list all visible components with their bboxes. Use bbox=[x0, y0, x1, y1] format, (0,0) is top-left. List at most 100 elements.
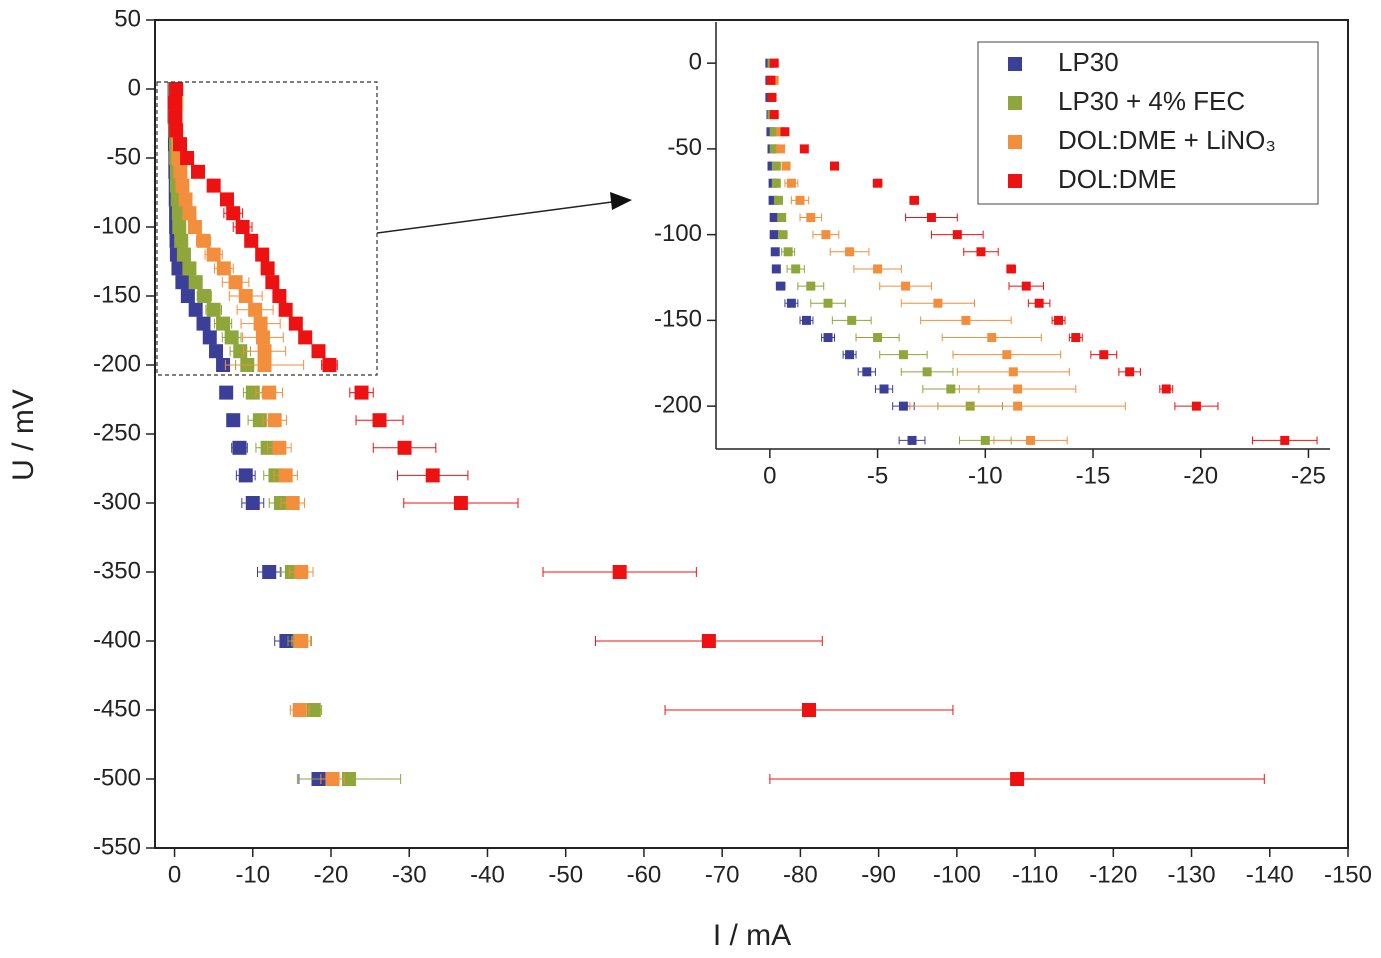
data-point bbox=[777, 212, 787, 222]
data-point bbox=[228, 275, 243, 290]
data-point bbox=[773, 195, 783, 205]
data-point bbox=[922, 367, 932, 377]
data-point bbox=[216, 261, 231, 276]
data-point bbox=[823, 298, 833, 308]
data-point bbox=[907, 435, 917, 445]
data-point bbox=[267, 413, 282, 428]
x-tick-label: 0 bbox=[168, 861, 181, 888]
y-tick-label: -150 bbox=[93, 281, 141, 308]
data-point bbox=[257, 358, 272, 372]
data-point bbox=[311, 344, 326, 359]
data-point bbox=[322, 358, 337, 372]
data-point bbox=[1013, 384, 1023, 394]
data-point bbox=[279, 634, 294, 648]
data-point bbox=[801, 315, 811, 325]
data-point bbox=[224, 330, 239, 345]
data-point bbox=[248, 302, 263, 317]
x-tick-label: -100 bbox=[933, 861, 981, 888]
data-point bbox=[175, 275, 190, 290]
data-point bbox=[926, 212, 936, 222]
y-tick-label: -150 bbox=[654, 306, 702, 333]
data-point bbox=[172, 220, 187, 234]
data-point bbox=[180, 151, 195, 165]
data-point bbox=[770, 247, 780, 257]
y-tick-label: -200 bbox=[93, 350, 141, 377]
data-point bbox=[873, 333, 883, 343]
data-point bbox=[952, 230, 962, 240]
data-point bbox=[171, 261, 186, 276]
data-point bbox=[769, 58, 779, 68]
data-point bbox=[768, 195, 778, 205]
data-point bbox=[786, 178, 796, 188]
data-point bbox=[206, 247, 221, 262]
data-point bbox=[278, 468, 293, 483]
data-point bbox=[873, 264, 883, 274]
data-point bbox=[288, 316, 303, 331]
data-point bbox=[255, 247, 270, 262]
data-point bbox=[766, 75, 776, 85]
y-tick-label: -100 bbox=[93, 212, 141, 239]
legend-box bbox=[977, 41, 1319, 205]
data-point bbox=[946, 384, 956, 394]
data-point bbox=[821, 230, 831, 240]
y-tick-label: -200 bbox=[654, 391, 702, 418]
data-point bbox=[701, 634, 716, 648]
x-tick-label: -5 bbox=[867, 462, 888, 489]
data-point bbox=[845, 247, 855, 257]
data-point bbox=[425, 468, 440, 483]
data-point bbox=[232, 440, 247, 455]
y-tick-label: 50 bbox=[114, 5, 141, 32]
data-point bbox=[806, 212, 816, 222]
x-tick-label: -110 bbox=[1012, 861, 1058, 888]
x-tick-label: -80 bbox=[783, 861, 818, 888]
legend-label: LP30 bbox=[1058, 47, 1119, 77]
data-point bbox=[776, 281, 786, 291]
data-point bbox=[987, 333, 997, 343]
data-point bbox=[801, 703, 816, 717]
data-point bbox=[806, 281, 816, 291]
data-point bbox=[182, 206, 197, 221]
data-point bbox=[294, 634, 309, 648]
data-point bbox=[298, 330, 313, 345]
data-point bbox=[1054, 315, 1064, 325]
data-point bbox=[354, 385, 369, 400]
data-point bbox=[1071, 333, 1081, 343]
data-point bbox=[196, 316, 211, 331]
legend-marker bbox=[1008, 135, 1022, 149]
data-point bbox=[171, 206, 186, 221]
data-point bbox=[847, 315, 857, 325]
data-point bbox=[219, 385, 234, 400]
data-point bbox=[238, 289, 253, 303]
data-point bbox=[767, 92, 777, 102]
data-point bbox=[780, 127, 790, 137]
x-tick-label: -90 bbox=[861, 861, 896, 888]
data-point bbox=[1008, 367, 1018, 377]
data-point bbox=[1026, 435, 1036, 445]
data-point bbox=[262, 565, 277, 579]
data-point bbox=[196, 233, 211, 248]
data-point bbox=[238, 468, 253, 483]
data-point bbox=[799, 144, 809, 154]
data-point bbox=[1002, 350, 1012, 360]
data-point bbox=[235, 220, 250, 234]
data-point bbox=[272, 289, 287, 303]
data-point bbox=[197, 289, 212, 303]
data-point bbox=[769, 127, 779, 137]
data-point bbox=[209, 344, 224, 359]
x-tick-label: -120 bbox=[1089, 861, 1137, 888]
data-point bbox=[216, 316, 231, 331]
data-point bbox=[769, 144, 779, 154]
x-tick-label: -70 bbox=[705, 861, 740, 888]
data-point bbox=[862, 367, 872, 377]
x-tick-label: -30 bbox=[392, 861, 427, 888]
main-plot: 0 -10 -20 -30 -40 -50 -60 -70 -80 -90 -100 -110 -120… bbox=[93, 5, 1372, 888]
data-point bbox=[226, 206, 241, 221]
data-point bbox=[879, 384, 889, 394]
data-point bbox=[180, 289, 195, 303]
data-point bbox=[257, 344, 272, 359]
data-point bbox=[776, 144, 786, 154]
y-tick-label: -50 bbox=[106, 143, 141, 170]
y-tick-label: -350 bbox=[93, 557, 141, 584]
legend-label: DOL:DME + LiNO₃ bbox=[1058, 125, 1276, 155]
data-point bbox=[771, 178, 781, 188]
